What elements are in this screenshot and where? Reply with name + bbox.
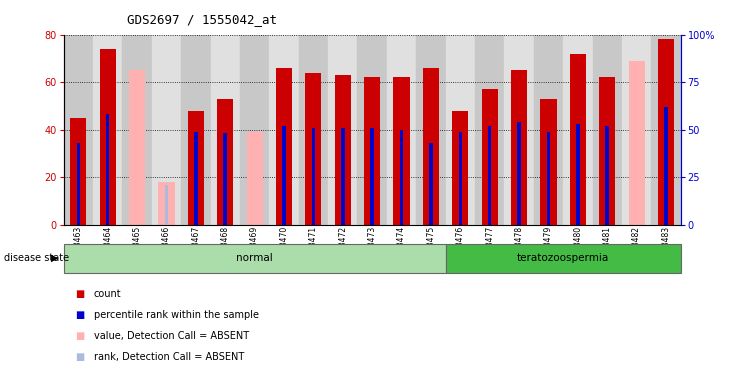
Bar [305,73,322,225]
Bar [99,49,116,225]
Text: ■: ■ [75,331,84,341]
Text: disease state: disease state [4,253,69,263]
Bar [106,114,109,225]
Bar [64,244,446,273]
Text: normal: normal [236,253,273,263]
Text: rank, Detection Call = ABSENT: rank, Detection Call = ABSENT [94,352,244,362]
Bar [570,54,586,225]
Text: GDS2697 / 1555042_at: GDS2697 / 1555042_at [127,13,278,26]
Bar [224,133,227,225]
Text: count: count [94,289,121,299]
Bar [534,35,563,225]
Bar [217,99,233,225]
Bar [165,185,168,225]
Bar [459,131,462,225]
Text: ■: ■ [75,310,84,320]
Text: ▶: ▶ [51,253,58,263]
Bar [194,131,197,225]
Bar [599,77,616,225]
Bar [511,70,527,225]
Bar [70,118,86,225]
Text: percentile rank within the sample: percentile rank within the sample [94,310,259,320]
Bar [334,75,351,225]
Bar [370,128,374,225]
Bar [240,35,269,225]
Bar [159,182,174,225]
Bar [76,143,80,225]
Bar [328,35,358,225]
Bar [547,131,551,225]
Bar [399,130,403,225]
Text: value, Detection Call = ABSENT: value, Detection Call = ABSENT [94,331,248,341]
Bar [188,111,204,225]
Bar [123,35,152,225]
Bar [387,35,416,225]
Bar [576,124,580,225]
Bar [658,39,674,225]
Bar [453,111,468,225]
Bar [605,126,609,225]
Bar [416,35,446,225]
Bar [129,70,145,225]
Bar [364,77,380,225]
Bar [429,143,432,225]
Bar [282,126,286,225]
Bar [475,35,504,225]
Bar [93,35,123,225]
Bar [312,128,315,225]
Bar [247,132,263,225]
Bar [276,68,292,225]
Bar [358,35,387,225]
Bar [341,128,345,225]
Bar [628,61,645,225]
Bar [488,126,491,225]
Bar [269,35,298,225]
Bar [423,68,439,225]
Bar [298,35,328,225]
Bar [181,35,210,225]
Bar [482,89,497,225]
Bar [446,35,475,225]
Text: teratozoospermia: teratozoospermia [517,253,610,263]
Bar [664,107,668,225]
Bar [504,35,534,225]
Bar [518,122,521,225]
Text: ■: ■ [75,289,84,299]
Bar [540,99,557,225]
Bar [652,35,681,225]
Bar [64,35,93,225]
Bar [622,35,652,225]
Bar [210,35,240,225]
Bar [592,35,622,225]
Bar [446,244,681,273]
Bar [393,77,410,225]
Bar [563,35,592,225]
Bar [152,35,181,225]
Text: ■: ■ [75,352,84,362]
